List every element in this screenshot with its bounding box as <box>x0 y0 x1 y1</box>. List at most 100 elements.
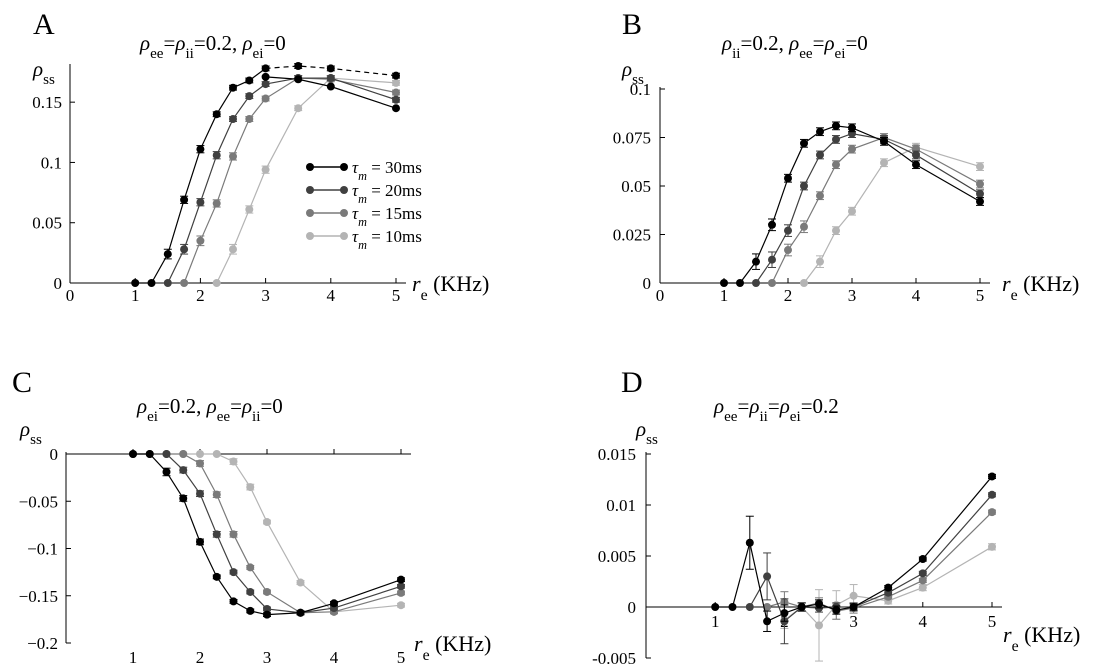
title-part: ee <box>217 409 231 425</box>
title-part: = <box>164 31 176 55</box>
data-point <box>229 152 237 161</box>
legend-text: = 15ms <box>367 204 422 223</box>
data-point <box>784 246 792 255</box>
title-part: ρ <box>206 394 217 418</box>
data-point <box>294 104 303 113</box>
data-point <box>245 205 254 214</box>
title-part: ii <box>759 409 767 425</box>
series-30ms <box>131 62 400 287</box>
series-line <box>167 77 397 284</box>
data-point <box>988 472 996 481</box>
title-part: ii <box>185 46 193 62</box>
data-point <box>988 490 996 499</box>
data-point <box>912 150 920 159</box>
title-part: ρ <box>241 394 252 418</box>
series-line <box>771 136 981 284</box>
data-point <box>263 610 271 619</box>
legend-symbol: τ <box>352 204 359 223</box>
title-part: =0 <box>263 31 285 55</box>
y-axis-label-main: ρ <box>635 417 646 441</box>
x-tick-label: 4 <box>912 286 921 305</box>
data-point <box>392 88 400 97</box>
data-point <box>229 568 238 577</box>
data-point <box>212 110 221 119</box>
title-part: = <box>768 394 780 418</box>
x-axis-label-unit: (KHz) <box>1019 622 1081 647</box>
data-point <box>196 198 205 207</box>
data-point <box>196 489 204 498</box>
title-part: ρ <box>136 394 147 418</box>
y-axis-label: ρss <box>32 57 55 88</box>
panel-title: ρee=ρii=0.2, ρei=0 <box>139 31 286 62</box>
x-tick-label: 5 <box>988 612 997 631</box>
x-tick-label: 3 <box>261 286 270 305</box>
data-point <box>816 257 824 266</box>
title-part: ρ <box>823 31 834 55</box>
data-point <box>294 75 303 84</box>
title-part: ρ <box>788 31 799 55</box>
data-point <box>988 508 996 517</box>
x-axis-label: re (KHz) <box>1002 271 1079 304</box>
data-point <box>763 603 772 611</box>
y-tick-label: 0.05 <box>621 177 651 196</box>
data-point <box>131 279 140 287</box>
y-tick-label: −0.15 <box>19 587 58 606</box>
x-axis-label-unit: (KHz) <box>430 631 492 656</box>
title-part: ii <box>252 409 260 425</box>
data-point <box>147 279 156 287</box>
y-tick-label: −0.1 <box>27 540 58 559</box>
x-axis-label-sub: e <box>423 647 430 664</box>
x-axis-label-unit: (KHz) <box>428 271 490 296</box>
data-point <box>162 467 171 476</box>
legend-label: τm = 30ms <box>352 158 422 183</box>
x-axis-label-main: r <box>1003 622 1012 647</box>
title-part: ρ <box>748 394 759 418</box>
data-point <box>880 137 888 146</box>
data-point <box>246 606 255 615</box>
x-tick-label: 1 <box>129 648 138 667</box>
x-axis-label-unit: (KHz) <box>1018 271 1080 296</box>
data-point <box>245 76 254 85</box>
data-point <box>397 582 405 591</box>
series-30ms <box>720 121 984 287</box>
data-point <box>212 279 221 287</box>
x-axis-label: re (KHz) <box>1003 622 1080 655</box>
series-30ms-lower-branch <box>261 72 400 113</box>
panel-letter: B <box>622 8 642 41</box>
data-point <box>849 591 858 600</box>
x-tick-label: 1 <box>131 286 140 305</box>
x-axis-label-sub: e <box>1011 287 1018 304</box>
legend-label: τm = 15ms <box>352 204 422 229</box>
data-point <box>246 483 255 492</box>
data-point <box>976 197 984 206</box>
data-point <box>768 255 776 264</box>
panel-d: Dρee=ρii=ρei=0.2ρss-0.00500.0050.010.015… <box>592 366 1080 668</box>
data-point <box>229 83 237 92</box>
data-point <box>392 104 400 113</box>
x-axis-label-sub: e <box>421 287 428 304</box>
data-point <box>784 226 792 235</box>
data-point <box>212 572 221 581</box>
data-point <box>229 530 238 539</box>
x-tick-label: 1 <box>720 286 729 305</box>
data-point <box>397 601 405 610</box>
data-point <box>918 576 927 585</box>
data-point <box>179 494 188 503</box>
series-15ms <box>768 133 984 287</box>
data-point <box>768 220 776 229</box>
data-point <box>745 603 754 611</box>
data-point <box>263 518 271 527</box>
data-point <box>162 450 171 458</box>
x-tick-label: 3 <box>263 648 272 667</box>
series-10ms <box>780 542 996 662</box>
title-part: =0.2, <box>158 394 207 418</box>
legend-symbol-sub: m <box>358 238 367 252</box>
data-point <box>815 599 823 608</box>
data-point <box>179 466 188 475</box>
panel-letter: A <box>33 8 55 41</box>
legend-symbol-sub: m <box>358 215 367 229</box>
